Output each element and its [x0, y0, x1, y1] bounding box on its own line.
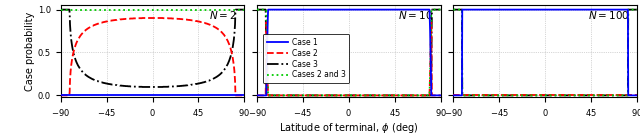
Legend: Case 1, Case 2, Case 3, Cases 2 and 3: Case 1, Case 2, Case 3, Cases 2 and 3	[263, 34, 349, 83]
Text: $N=10$: $N=10$	[398, 9, 433, 21]
X-axis label: Latitude of terminal, $\phi$ (deg): Latitude of terminal, $\phi$ (deg)	[279, 121, 419, 133]
Text: $N=100$: $N=100$	[588, 9, 630, 21]
Y-axis label: Case probability: Case probability	[25, 12, 35, 91]
Text: $N=2$: $N=2$	[209, 9, 237, 21]
